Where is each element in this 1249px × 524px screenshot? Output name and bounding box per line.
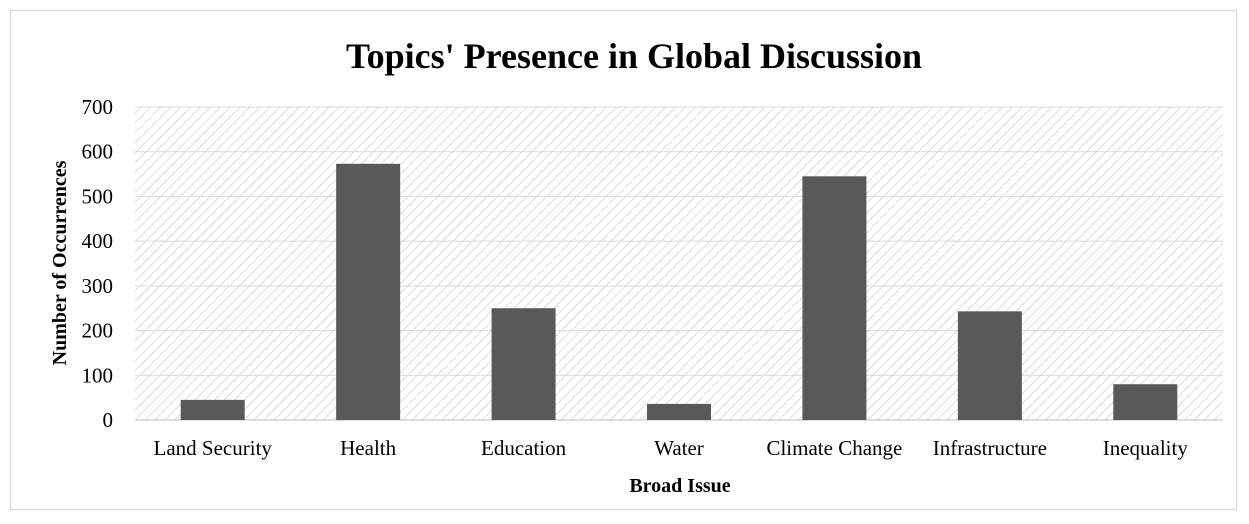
y-tick-label: 400 <box>82 229 114 253</box>
y-axis-label: Number of Occurrences <box>49 160 71 365</box>
y-tick-label: 100 <box>82 363 114 387</box>
x-axis-label: Broad Issue <box>629 475 730 497</box>
bar-water <box>647 403 711 420</box>
bar-infrastructure <box>957 311 1022 420</box>
chart-title: Topics' Presence in Global Discussion <box>346 36 922 76</box>
x-tick-label: Education <box>481 436 567 460</box>
bar-climate-change <box>802 176 867 420</box>
x-tick-label: Water <box>654 436 704 460</box>
y-tick-label: 0 <box>103 408 114 432</box>
y-tick-label: 500 <box>82 184 114 208</box>
plot-area <box>135 107 1223 420</box>
x-tick-label: Infrastructure <box>933 436 1047 460</box>
x-tick-label: Land Security <box>154 436 273 460</box>
x-tick-label: Inequality <box>1103 436 1189 460</box>
bar-inequality <box>1113 384 1178 420</box>
bars <box>180 163 1178 420</box>
gridlines <box>135 106 1223 421</box>
bar-health <box>336 163 401 420</box>
y-tick-label: 300 <box>82 274 114 298</box>
y-tick-label: 600 <box>82 140 114 164</box>
x-axis-ticks: Land Security Health Education Water Climate… <box>154 436 1189 460</box>
y-tick-label: 700 <box>82 95 114 119</box>
bar-education <box>491 308 556 420</box>
y-tick-label: 200 <box>82 319 114 343</box>
x-tick-label: Climate Change <box>766 436 902 460</box>
x-tick-label: Health <box>340 436 396 460</box>
y-axis-ticks: 0 100 200 300 400 500 600 700 <box>82 95 114 432</box>
bar-land-security <box>180 399 245 420</box>
